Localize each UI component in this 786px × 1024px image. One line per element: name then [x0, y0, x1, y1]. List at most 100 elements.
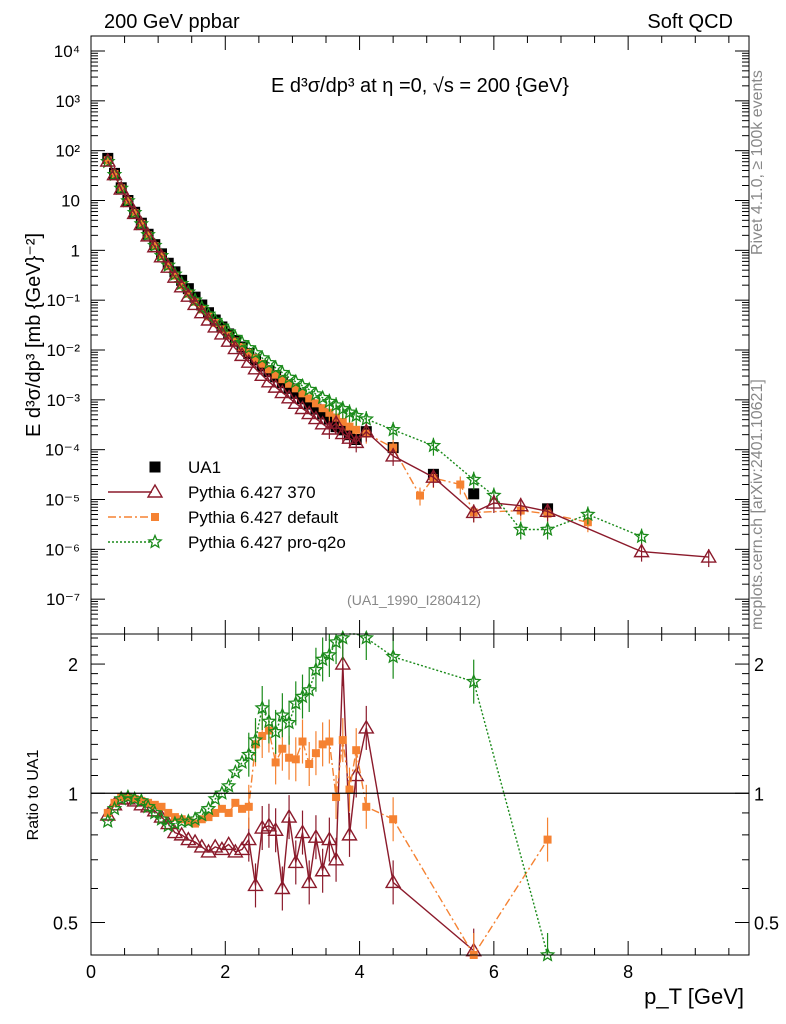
data-point — [347, 433, 365, 449]
data-point — [345, 422, 354, 431]
data-point — [274, 384, 291, 399]
data-point — [291, 384, 300, 393]
ratio-point — [358, 719, 375, 734]
data-point — [280, 389, 298, 404]
data-point — [146, 238, 164, 253]
legend-marker — [147, 533, 163, 549]
legend-marker — [151, 513, 159, 521]
data-point — [327, 414, 345, 429]
data-point — [260, 373, 278, 388]
ratio-point — [271, 758, 280, 767]
y-tick-label: 10⁻⁷ — [46, 590, 80, 609]
data-point — [186, 296, 204, 311]
ratio-axes: 0 2 4 6 8 0.5 0.5 1 1 2 2 — [53, 634, 779, 982]
data-point — [301, 381, 318, 397]
data-point — [240, 353, 258, 368]
ratio-y-axis-label: Ratio to UA1 — [25, 750, 42, 841]
data-point — [297, 393, 308, 405]
y-axis-label: E d³σ/dp³ [mb {GeV}⁻²] — [23, 233, 45, 437]
ratio-point — [213, 841, 231, 856]
ratio-point — [287, 854, 305, 869]
ratio-point — [166, 824, 184, 839]
data-point — [193, 299, 210, 315]
mcplots-label: mcplots.cern.ch [arXiv:2401.10621] — [749, 379, 766, 630]
x-axis-label: p_T [GeV] — [644, 984, 744, 1009]
ratio-point — [278, 744, 287, 753]
ratio-point — [301, 681, 318, 697]
data-point — [512, 521, 529, 537]
ratio-point — [332, 793, 341, 802]
data-point — [244, 348, 253, 357]
data-point — [341, 404, 358, 420]
ratio-point — [539, 946, 556, 962]
ratio-point — [220, 777, 237, 793]
y-tick-label: 10⁻⁴ — [45, 441, 80, 460]
ratio-point — [543, 835, 552, 844]
legend-marker — [149, 461, 161, 473]
data-point — [278, 375, 287, 384]
series-pythia-6-427-370 — [99, 152, 717, 568]
ratio-point — [362, 802, 371, 811]
data-point — [384, 447, 402, 462]
legend: UA1 Pythia 6.427 370 Pythia 6.427 default P… — [108, 458, 346, 552]
chart-title: E d³σ/dp³ at η =0, √s = 200 {GeV} — [271, 75, 569, 97]
legend-marker — [146, 483, 164, 498]
data-point — [303, 398, 315, 410]
data-point — [385, 421, 401, 437]
ratio-y-tick-label-right: 0.5 — [754, 913, 779, 933]
ratio-point — [334, 629, 351, 645]
ratio-point — [240, 831, 258, 846]
data-point — [106, 166, 123, 181]
data-point — [220, 332, 237, 347]
main-data-marks — [99, 152, 717, 568]
ratio-point — [126, 790, 143, 806]
data-point — [314, 415, 331, 430]
data-point — [321, 393, 338, 409]
ratio-point — [217, 804, 226, 813]
data-point — [200, 311, 217, 326]
ratio-point — [99, 813, 116, 829]
x-tick-label: 4 — [355, 962, 365, 982]
ratio-point — [137, 796, 146, 805]
data-point — [213, 325, 231, 340]
ratio-point — [274, 880, 291, 895]
data-point — [251, 354, 260, 363]
ratio-point — [153, 811, 170, 826]
data-point — [425, 437, 442, 453]
data-point — [126, 205, 143, 220]
data-point — [358, 423, 375, 438]
ratio-point — [321, 831, 338, 846]
ratio-series-2 — [99, 629, 556, 962]
ratio-point — [258, 731, 267, 740]
y-tick-label: 10⁻³ — [46, 391, 80, 410]
data-point — [264, 365, 273, 374]
data-point — [310, 403, 322, 415]
data-point — [253, 366, 271, 382]
y-tick-label: 1 — [71, 241, 80, 260]
ratio-point — [234, 754, 250, 770]
data-point — [258, 359, 267, 368]
ratio-point — [106, 800, 123, 816]
ratio-point — [338, 736, 347, 745]
ratio-point — [160, 817, 177, 833]
legend-item: UA1 — [149, 458, 221, 477]
y-tick-label: 10⁻¹ — [46, 291, 80, 310]
ratio-point — [325, 737, 334, 746]
ratio-y-tick-label: 2 — [68, 655, 78, 675]
data-point — [328, 397, 344, 412]
data-point — [287, 394, 305, 410]
data-point — [271, 370, 280, 379]
ratio-point — [164, 808, 173, 817]
data-point — [334, 425, 352, 440]
data-point — [318, 404, 327, 413]
y-tick-label: 10⁻⁶ — [45, 540, 80, 559]
data-point — [352, 425, 361, 434]
data-point — [512, 497, 529, 512]
ratio-point — [341, 826, 358, 841]
data-point — [539, 502, 556, 517]
ratio-point — [328, 633, 344, 649]
data-point — [103, 156, 112, 165]
ratio-point — [345, 785, 354, 794]
data-point — [287, 373, 304, 389]
